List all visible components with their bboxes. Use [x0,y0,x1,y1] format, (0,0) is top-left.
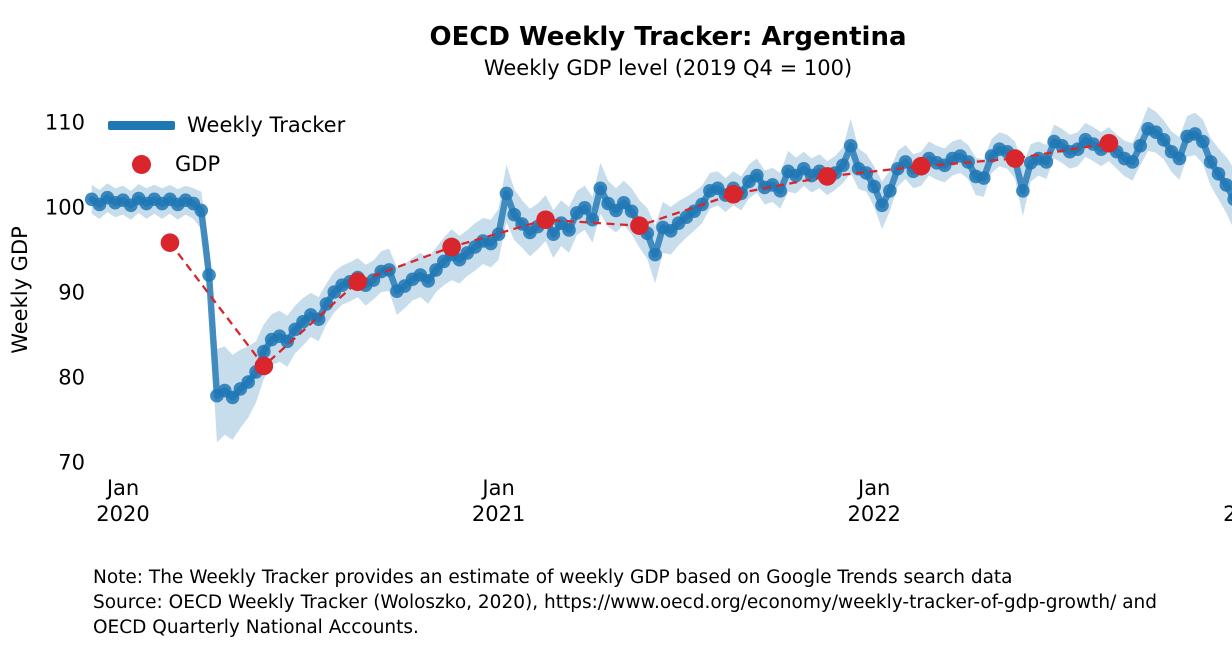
svg-text:Jan: Jan [856,476,890,500]
legend-label-gdp: GDP [175,152,221,176]
chart-footnote: Note: The Weekly Tracker provides an est… [93,565,1157,640]
chart-title: OECD Weekly Tracker: Argentina [429,22,907,52]
chart-legend: Weekly Tracker GDP [108,110,345,188]
svg-text:100: 100 [45,196,85,220]
legend-label-tracker: Weekly Tracker [187,113,346,137]
svg-text:Jan: Jan [105,476,139,500]
svg-text:90: 90 [58,281,85,305]
chart-subtitle: Weekly GDP level (2019 Q4 = 100) [483,56,853,80]
svg-text:Jan: Jan [480,476,514,500]
footnote-line-3: OECD Quarterly National Accounts. [93,617,419,638]
svg-text:2023: 2023 [1223,502,1232,526]
svg-text:80: 80 [58,366,85,390]
x-axis-ticks: Jan2020Jan2021Jan2022Jan2023 [96,476,1232,526]
legend-item-weekly-tracker: Weekly Tracker [108,110,345,140]
footnote-line-2: Source: OECD Weekly Tracker (Woloszko, 2… [93,592,1158,613]
gdp-dot-swatch-icon [132,154,151,174]
legend-item-gdp: GDP [108,149,345,179]
weekly-tracker-markers [84,122,1232,405]
y-axis-label: Weekly GDP [8,226,32,354]
svg-text:110: 110 [45,111,85,135]
svg-text:2021: 2021 [472,502,525,526]
tracker-line-swatch-icon [108,120,175,130]
svg-text:2022: 2022 [847,502,900,526]
svg-text:2020: 2020 [96,502,149,526]
gdp-points [160,133,1119,376]
footnote-line-1: Note: The Weekly Tracker provides an est… [93,567,1013,588]
y-axis-ticks: 70 80 90 100 110 [45,111,85,475]
svg-text:70: 70 [58,451,85,475]
tracker-confidence-band [91,106,1232,443]
